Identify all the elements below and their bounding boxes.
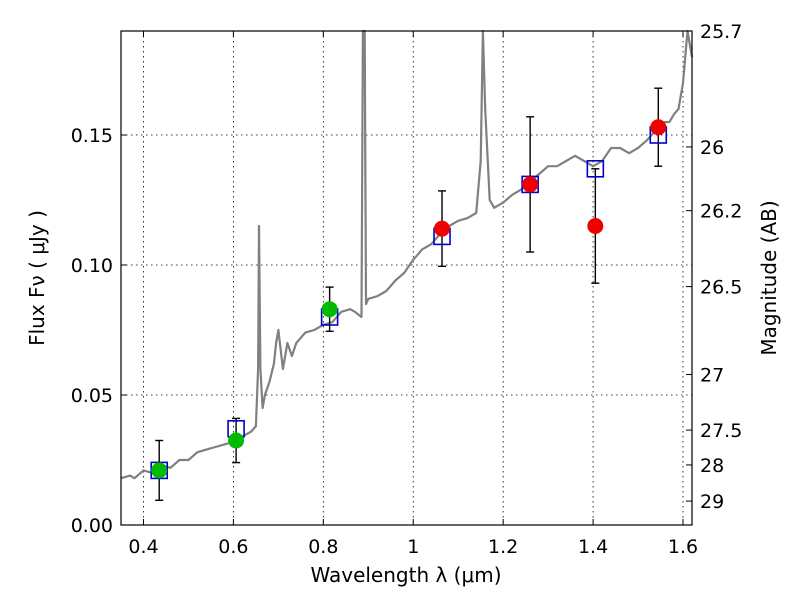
y-tick-label: 0.05	[71, 385, 113, 407]
right-tick-label: 26.2	[700, 201, 742, 223]
x-tick-label: 1.2	[488, 536, 518, 558]
observed-point-marker	[587, 218, 604, 234]
axes-frame	[120, 30, 693, 526]
x-tick-label: 1.6	[668, 536, 698, 558]
x-tick-label: 0.8	[308, 536, 338, 558]
right-tick-label: 26.5	[700, 277, 742, 299]
observed-point-marker	[228, 432, 245, 449]
spectrum-line	[120, 29, 694, 480]
right-axis-label: Magnitude (AB)	[757, 200, 781, 355]
observed-point-marker	[434, 220, 451, 237]
observed-point-marker	[650, 119, 667, 136]
observed-point-marker	[321, 301, 338, 318]
right-tick-label: 27	[700, 364, 724, 386]
y-tick-label: 0.15	[71, 125, 113, 147]
grid-lines	[121, 31, 692, 526]
model-square-marker	[586, 160, 605, 178]
x-tick-label: 0.4	[128, 536, 158, 558]
observed-point-marker	[522, 176, 539, 193]
y-tick-label: 0.00	[71, 515, 113, 537]
x-tick-label: 1	[407, 536, 419, 558]
plot-area	[120, 29, 694, 501]
right-tick-label: 28	[700, 455, 724, 477]
right-tick-label: 25.7	[700, 21, 742, 43]
axis-ticks: 0.4 0.6 0.8 1 1.2 1.4 1.6 0.00 0.05 0.10 0.15 25.7 2…	[71, 21, 743, 558]
x-tick-label: 1.4	[578, 536, 608, 558]
observed-point-marker	[151, 462, 168, 479]
right-tick-label: 27.5	[700, 420, 742, 442]
right-tick-label: 29	[700, 491, 724, 513]
x-axis-label: Wavelength λ (μm)	[310, 563, 501, 587]
y-tick-label: 0.10	[71, 255, 113, 277]
x-tick-label: 0.6	[218, 536, 248, 558]
y-axis-label: Flux Fν ( μJy )	[25, 210, 49, 346]
right-tick-label: 26	[700, 137, 724, 159]
